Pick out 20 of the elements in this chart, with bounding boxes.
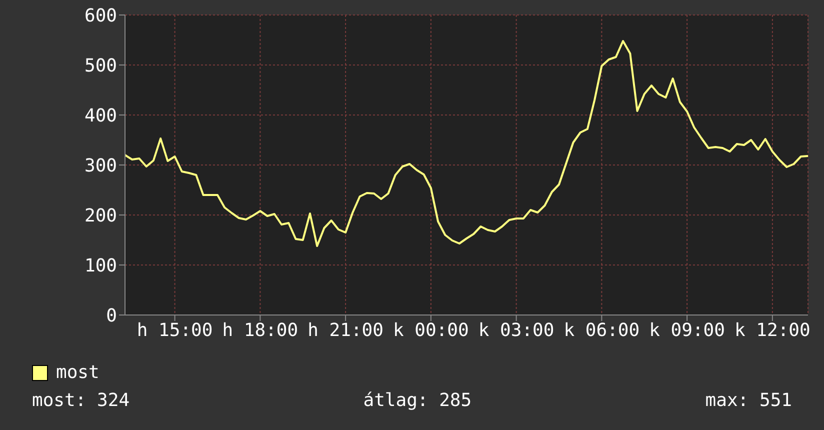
x-tick-label: h 18:00 [222,320,298,341]
y-tick-label: 300 [84,155,117,176]
x-tick-label: h 15:00 [136,320,213,341]
x-tick-label: h 21:00 [308,320,384,341]
y-tick-label: 400 [84,105,117,126]
text: max: 551 [705,390,792,411]
text: most: 324 [32,390,130,411]
legend-label: most [56,362,100,383]
y-tick-label: 100 [84,255,117,276]
x-tick-label: k 00:00 [392,320,469,341]
y-tick-label: 500 [84,55,117,76]
text: átlag: 285 [363,390,472,411]
y-tick-label: 200 [84,205,117,226]
x-tick-label: k 09:00 [649,320,725,341]
x-tick-label: k 03:00 [478,320,554,341]
x-tick-label: k 12:00 [734,320,810,341]
x-tick-label: k 06:00 [564,320,640,341]
y-tick-label: 0 [106,305,117,326]
line-series [124,40,809,247]
y-tick-label: 600 [84,5,117,26]
